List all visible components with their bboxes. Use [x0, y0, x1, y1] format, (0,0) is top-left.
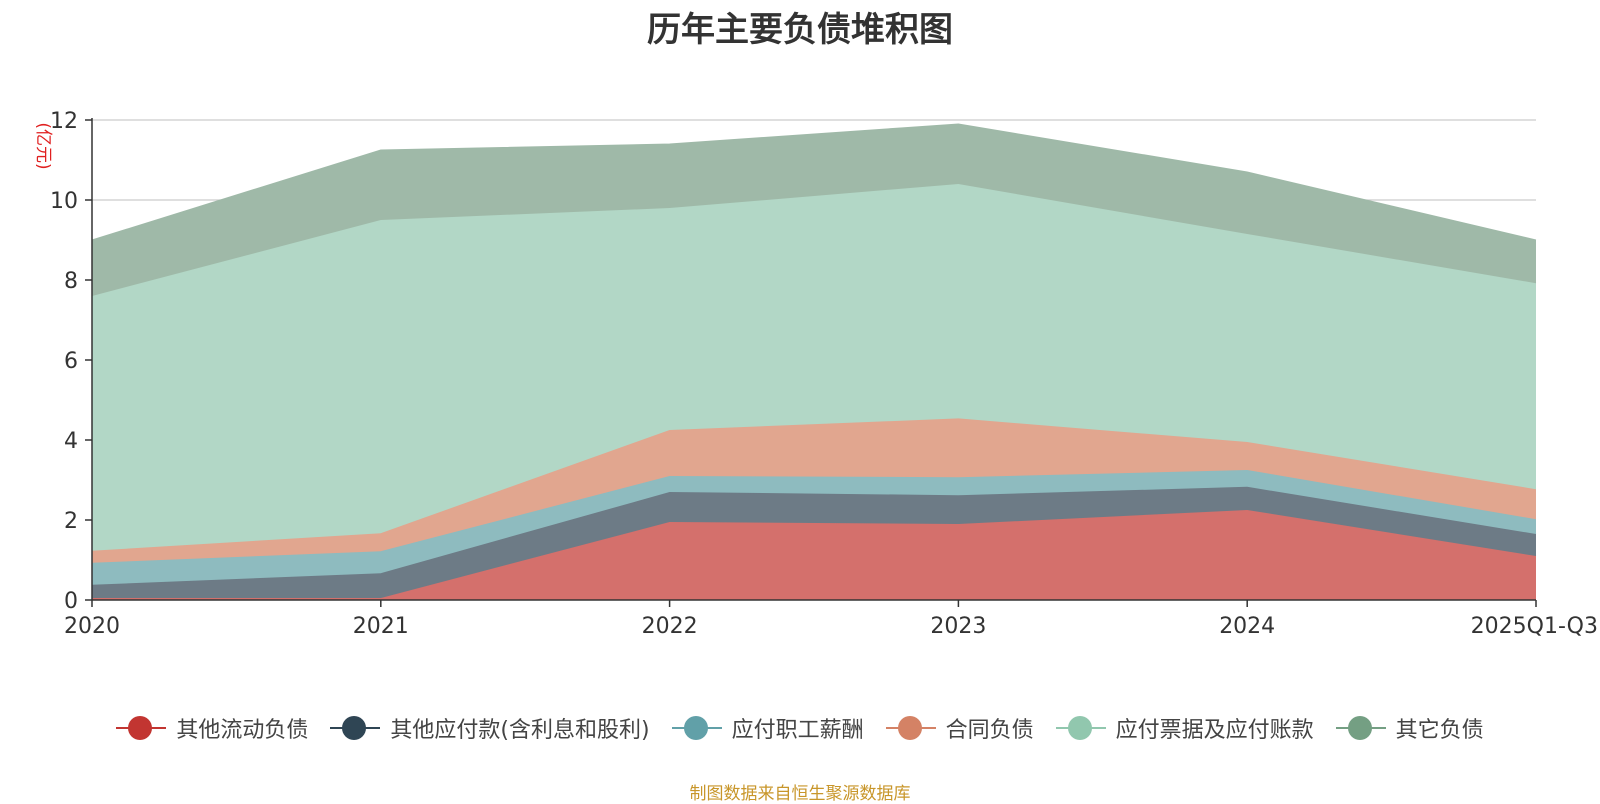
legend-label: 其它负债	[1395, 718, 1484, 743]
y-tick-label-5: 10	[50, 189, 78, 214]
y-tick-labels: 0 2 4 6 8 10 12	[50, 109, 92, 614]
legend: 其他流动负债 其他应付款(含利息和股利) 应付职工薪酬 合同负债 应付票据及应付账款 其它…	[0, 712, 1600, 744]
legend-item-0[interactable]: 其他流动负债	[116, 712, 308, 744]
y-tick-label-2: 4	[64, 429, 78, 454]
area-series-4	[92, 184, 1536, 551]
area-edge-5	[91, 123, 1537, 241]
legend-marker-icon	[116, 715, 167, 741]
x-tick-label-2: 2022	[642, 614, 698, 639]
legend-marker-icon	[330, 715, 381, 741]
x-tick-label-5: 2025Q1-Q3	[1471, 614, 1598, 639]
legend-item-3[interactable]: 合同负债	[885, 712, 1034, 744]
legend-label: 合同负债	[945, 718, 1034, 743]
y-axis-label: (亿元)	[33, 122, 53, 169]
y-tick-label-0: 0	[64, 589, 78, 614]
legend-item-1[interactable]: 其他应付款(含利息和股利)	[330, 712, 650, 744]
legend-label: 其他流动负债	[176, 718, 309, 743]
x-tick-labels: 2020 2021 2022 2023 2024 2025Q1-Q3	[64, 600, 1598, 639]
y-tick-label-3: 6	[64, 349, 78, 374]
legend-label: 应付票据及应付账款	[1115, 718, 1314, 743]
area-series	[91, 123, 1537, 600]
x-tick-label-3: 2023	[930, 614, 986, 639]
data-source-note: 制图数据来自恒生聚源数据库	[689, 784, 911, 804]
area-series-0	[92, 510, 1536, 600]
legend-marker-icon	[1055, 715, 1106, 741]
y-tick-label-1: 2	[64, 509, 78, 534]
legend-label: 应付职工薪酬	[731, 718, 864, 743]
y-tick-label-4: 8	[64, 269, 78, 294]
legend-label: 其他应付款(含利息和股利)	[390, 718, 650, 743]
area-series-5	[92, 124, 1536, 296]
legend-item-5[interactable]: 其它负债	[1335, 712, 1484, 744]
legend-item-4[interactable]: 应付票据及应付账款	[1055, 712, 1314, 744]
legend-marker-icon	[671, 715, 722, 741]
legend-item-2[interactable]: 应付职工薪酬	[671, 712, 864, 744]
chart-title: 历年主要负债堆积图	[647, 10, 953, 50]
x-tick-label-4: 2024	[1219, 614, 1275, 639]
x-tick-label-1: 2021	[353, 614, 409, 639]
area-series-3	[92, 418, 1536, 563]
legend-marker-icon	[1335, 715, 1386, 741]
legend-marker-icon	[885, 715, 936, 741]
area-series-1	[92, 486, 1536, 598]
y-tick-label-6: 12	[50, 109, 78, 134]
x-tick-label-0: 2020	[64, 614, 120, 639]
area-series-2	[92, 470, 1536, 585]
